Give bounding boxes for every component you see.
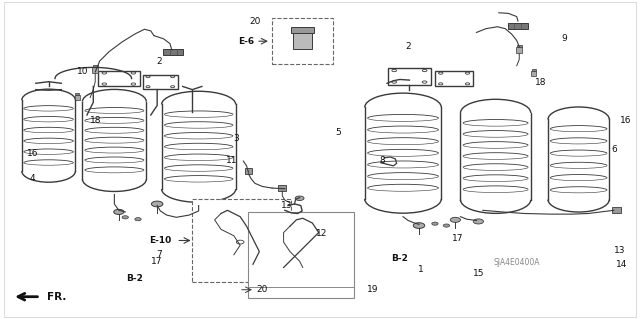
Bar — [508, 23, 528, 29]
Text: B-2: B-2 — [392, 254, 408, 263]
Text: 20: 20 — [249, 17, 260, 26]
Text: E-10: E-10 — [150, 236, 172, 245]
Text: 5: 5 — [335, 128, 340, 137]
Text: 19: 19 — [367, 285, 378, 293]
Circle shape — [432, 222, 438, 225]
Text: B-2: B-2 — [126, 274, 143, 283]
Text: 10: 10 — [77, 67, 88, 76]
Text: 2: 2 — [156, 56, 162, 65]
Bar — [248, 212, 354, 298]
Bar — [244, 168, 252, 174]
Circle shape — [451, 217, 461, 222]
Circle shape — [295, 196, 304, 200]
Bar — [532, 69, 536, 70]
Bar — [531, 70, 536, 76]
Text: 20: 20 — [256, 285, 268, 294]
Text: E-6: E-6 — [238, 37, 254, 46]
Bar — [517, 45, 522, 47]
Circle shape — [122, 216, 129, 219]
Bar — [143, 75, 178, 89]
Bar — [192, 199, 291, 282]
Text: 17: 17 — [452, 234, 463, 243]
Bar — [98, 70, 140, 86]
Bar — [163, 49, 183, 55]
Bar — [612, 207, 621, 213]
Bar — [75, 95, 80, 100]
Bar — [293, 33, 312, 49]
Circle shape — [444, 224, 450, 227]
Circle shape — [114, 209, 124, 214]
Circle shape — [413, 223, 425, 228]
Text: 12: 12 — [316, 229, 327, 238]
Bar — [93, 65, 97, 67]
Text: 15: 15 — [472, 269, 484, 278]
Text: 14: 14 — [616, 260, 627, 270]
Circle shape — [135, 218, 141, 221]
Bar — [278, 185, 286, 191]
Circle shape — [152, 201, 163, 207]
Text: 17: 17 — [152, 257, 163, 266]
Bar — [516, 47, 522, 53]
Text: 1: 1 — [418, 264, 424, 274]
Bar — [92, 67, 99, 73]
Bar — [272, 18, 333, 64]
Bar — [388, 68, 431, 85]
Text: 2: 2 — [405, 42, 411, 51]
Text: 8: 8 — [380, 156, 385, 165]
Text: 18: 18 — [90, 116, 101, 125]
Text: 3: 3 — [233, 134, 239, 143]
Text: 13: 13 — [614, 247, 626, 256]
Text: 16: 16 — [27, 149, 38, 158]
Bar — [435, 71, 473, 86]
Text: 9: 9 — [561, 34, 567, 43]
Text: 18: 18 — [534, 78, 546, 87]
Text: 11: 11 — [226, 156, 237, 165]
Bar — [291, 27, 314, 33]
Text: 13: 13 — [281, 201, 292, 210]
Text: 6: 6 — [611, 145, 616, 154]
Text: 7: 7 — [156, 250, 162, 259]
Text: SJA4E0400A: SJA4E0400A — [493, 258, 540, 267]
Text: 4: 4 — [30, 174, 35, 183]
Text: 16: 16 — [620, 116, 631, 125]
Text: FR.: FR. — [47, 292, 66, 302]
Bar — [76, 93, 79, 95]
Circle shape — [473, 219, 483, 224]
